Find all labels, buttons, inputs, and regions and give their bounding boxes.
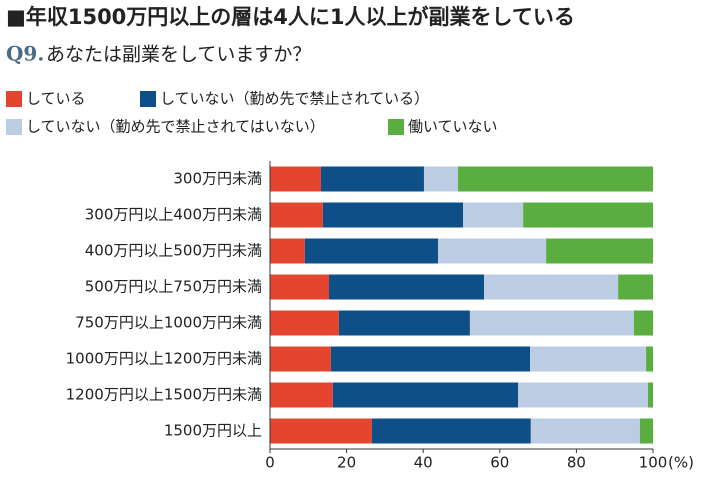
category-label: 750万円以上1000万円未満 <box>75 314 262 332</box>
bar-segment <box>633 310 653 336</box>
x-unit: (%) <box>668 454 694 472</box>
bar-segment <box>304 238 439 264</box>
legend-swatch <box>6 119 22 135</box>
bar-segment <box>270 202 323 228</box>
category-label: 500万円以上750万円未満 <box>85 278 262 296</box>
bar-segment <box>648 382 653 408</box>
legend-swatch <box>140 91 156 107</box>
legend-label: している <box>26 90 86 108</box>
category-label: 400万円以上500万円未満 <box>85 242 262 260</box>
legend-swatch <box>6 91 22 107</box>
legend-label: 働いていない <box>408 118 498 136</box>
legend-swatch <box>388 119 404 135</box>
bar-segment <box>270 238 305 264</box>
bar-segment <box>270 346 331 372</box>
x-tick-label: 40 <box>414 454 433 472</box>
x-tick-label: 80 <box>567 454 586 472</box>
category-label: 1200万円以上1500万円未満 <box>66 386 262 404</box>
bar-segment <box>270 418 372 444</box>
x-tick-label: 0 <box>265 454 275 472</box>
question-number: Q9. <box>6 42 44 66</box>
bar-segment <box>463 202 524 228</box>
bar-segment <box>469 310 634 336</box>
category-label: 1500万円以上 <box>164 422 262 440</box>
bar-segment <box>332 382 519 408</box>
bar-segment <box>270 166 321 192</box>
bar-segment <box>270 310 339 336</box>
bar-segment <box>618 274 653 300</box>
category-label: 300万円未満 <box>173 170 262 188</box>
x-tick-label: 100 <box>639 454 668 472</box>
legend-label: していない（勤め先で禁止されてはいない） <box>26 118 325 136</box>
bar-segment <box>546 238 653 264</box>
bar-segment <box>270 274 329 300</box>
bar-segment <box>270 382 333 408</box>
subtitle: あなたは副業をしていますか？ <box>46 44 311 66</box>
x-tick-label: 20 <box>337 454 356 472</box>
bar-segment <box>322 202 464 228</box>
bar-segment <box>530 418 640 444</box>
bar-segment <box>646 346 653 372</box>
bar-segment <box>330 346 531 372</box>
category-label: 300万円以上400万円未満 <box>85 206 262 224</box>
bar-segment <box>438 238 547 264</box>
bar-segment <box>518 382 649 408</box>
legend-label: していない（勤め先で禁止されている） <box>160 90 429 108</box>
bar-segment <box>530 346 647 372</box>
chart-title: ■年収1500万円以上の層は4人に1人以上が副業をしている <box>6 5 575 29</box>
bar-segment <box>484 274 619 300</box>
bar-segment <box>338 310 470 336</box>
bar-segment <box>639 418 653 444</box>
bar-segment <box>328 274 485 300</box>
category-label: 1000万円以上1200万円未満 <box>66 350 262 368</box>
bar-segment <box>320 166 424 192</box>
bar-segment <box>371 418 531 444</box>
x-tick-label: 60 <box>490 454 509 472</box>
bar-segment <box>458 166 653 192</box>
bar-segment <box>423 166 459 192</box>
bar-segment <box>523 202 653 228</box>
